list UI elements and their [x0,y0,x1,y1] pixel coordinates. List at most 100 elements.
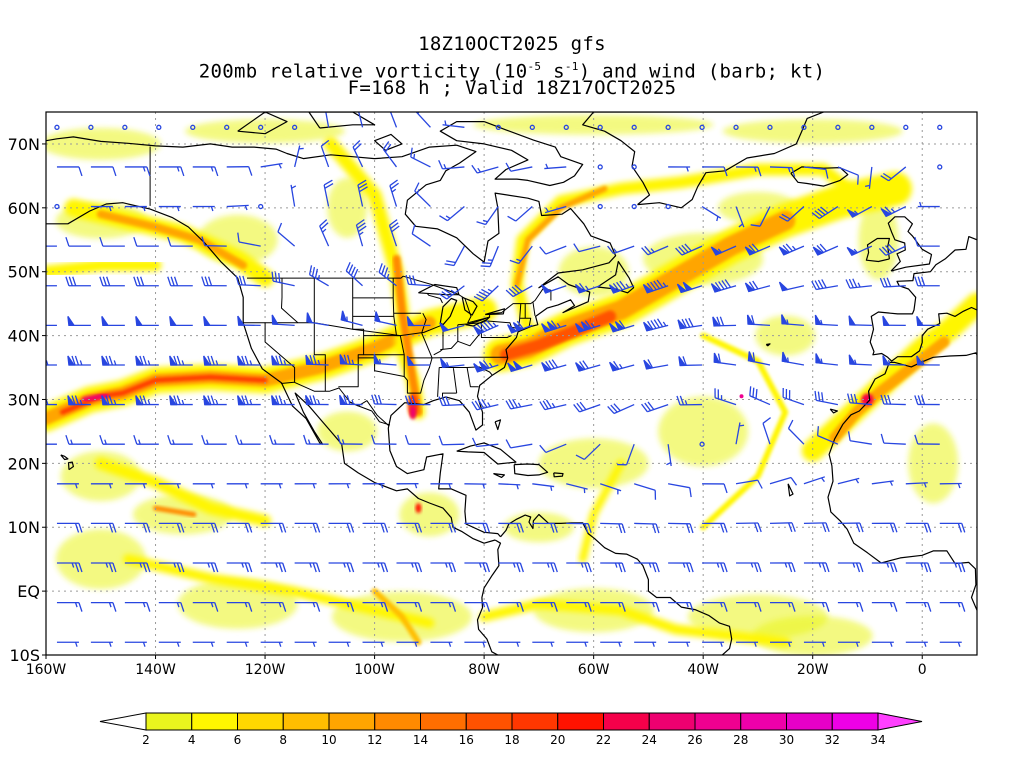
barb-feather [539,444,547,453]
wind-barb [769,601,796,612]
barb-half-feather [278,163,282,169]
wind-barb [914,276,940,287]
barb-half-feather [821,642,825,647]
political-border [426,293,443,304]
vorticity-patch [858,199,899,280]
barb-half-feather [662,321,667,327]
barb-pennant [271,314,279,326]
wind-barb [573,243,601,253]
wind-barb [90,562,117,573]
wind-barb [237,395,261,406]
barb-feather [214,562,219,573]
barb-shaft [357,184,364,207]
wind-barb [803,522,830,533]
barb-pennant [541,323,552,333]
barb-pennant [339,394,347,405]
wind-barb [480,245,499,268]
barb-half-feather [923,482,927,488]
wind-barb [880,394,906,406]
colorbar-swatch [694,712,742,731]
barb-half-feather [556,323,561,328]
barb-half-feather [181,399,185,405]
wind-barb [505,162,533,172]
barb-feather [277,222,283,233]
barb-shaft [512,285,533,298]
barb-half-feather [613,248,618,253]
barb-feather [471,437,478,447]
wind-barb [914,434,940,445]
barb-half-feather [312,602,316,608]
barb-shaft [883,442,906,445]
wind-barb [815,353,838,366]
barb-shaft [355,224,364,247]
barb-feather [391,225,400,233]
barb-half-feather [512,562,516,568]
wind-barb [736,601,762,612]
wind-barb [566,562,592,573]
barb-feather [787,562,793,573]
barb-half-feather [618,642,621,647]
wind-barb [835,124,841,130]
barb-half-feather [957,483,961,489]
barb-feather [32,435,35,444]
wind-barb [46,399,57,406]
barb-shaft [532,483,555,488]
barb-feather [349,523,355,533]
wind-barb [744,243,771,256]
wind-barb [382,141,398,168]
wind-barb [135,395,159,406]
barb-feather [816,245,824,253]
coastline [476,539,502,655]
barb-half-feather [176,166,180,172]
barb-feather [142,395,147,405]
wind-barb [56,483,79,489]
calm-wind-circle [597,124,603,130]
barb-feather [311,266,316,277]
barb-shaft [510,403,533,410]
barb-half-feather [244,602,248,608]
barb-feather [417,562,423,573]
colorbar: 2 4 6 8 10 12 14 16 18 20 22 24 26 28 30 32 34 [99,712,923,747]
barb-feather [748,244,756,253]
wind-barb [634,601,660,612]
wind-barb [848,315,872,327]
barb-shaft [272,280,295,287]
political-border [243,322,444,337]
barb-feather [817,391,821,402]
barb-feather [481,398,488,408]
barb-half-feather [283,360,287,366]
barb-half-feather [923,642,927,647]
barb-feather [811,212,820,220]
barb-feather [656,318,664,328]
barb-half-feather [545,163,549,169]
barb-half-feather [716,216,719,222]
wind-barb [668,641,691,647]
wind-barb [411,224,431,247]
barb-pennant [712,316,721,327]
wind-barb [203,355,227,366]
wind-barb [373,353,397,366]
wind-barb [201,434,227,445]
barb-half-feather [791,245,797,251]
barb-feather [312,523,317,533]
colorbar-swatch [740,712,787,731]
barb-feather [136,276,141,286]
colorbar-swatch [557,712,604,731]
wind-barb [430,601,457,612]
barb-pennant [814,314,823,326]
barb-shaft [238,284,261,287]
barb-feather [857,175,859,185]
barb-half-feather [37,440,39,445]
lat-label: EQ [17,582,40,601]
barb-feather [820,206,829,214]
barb-shaft [803,476,826,485]
barb-half-feather [210,602,214,608]
coastline [553,472,564,478]
barb-half-feather [684,400,688,405]
wind-barb [803,562,830,573]
wind-barb [837,166,859,185]
barb-shaft [320,145,330,168]
barb-feather [883,277,888,287]
lat-label: 20N [8,454,40,473]
barb-feather [542,400,549,410]
